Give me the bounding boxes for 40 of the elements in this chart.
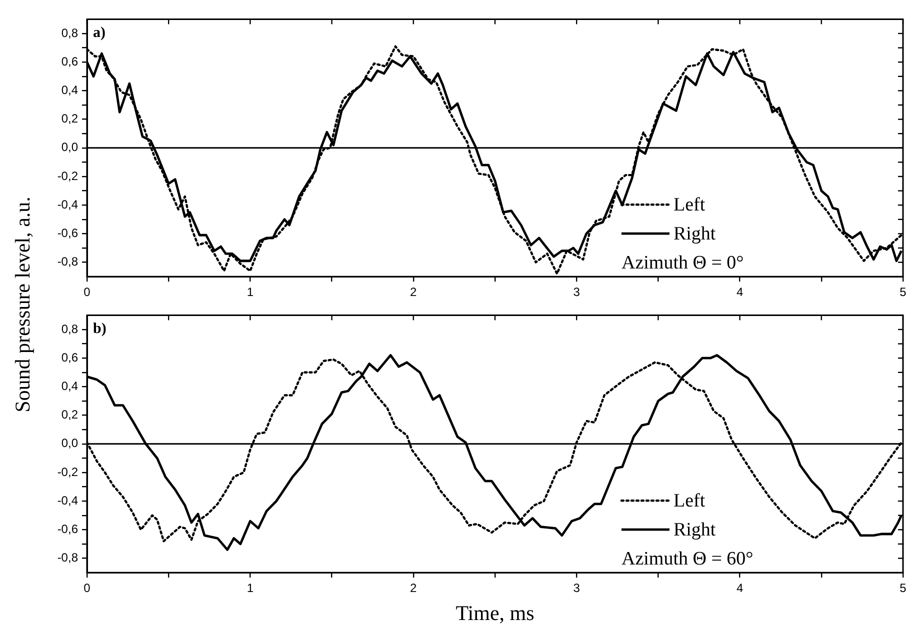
legend-label: Right bbox=[673, 520, 716, 541]
x-tick-label: 1 bbox=[246, 285, 254, 300]
legend-label: Left bbox=[673, 490, 706, 512]
annotation: Azimuth Θ = 0° bbox=[621, 252, 744, 274]
y-axis-title: Sound pressure level, a.u. bbox=[10, 196, 36, 412]
y-tick-label: 0,0 bbox=[61, 436, 78, 450]
y-tick-label: 0,2 bbox=[61, 408, 78, 422]
legend-label: Left bbox=[673, 194, 706, 216]
x-tick-label: 1 bbox=[246, 581, 254, 596]
x-tick-label: 3 bbox=[573, 285, 580, 300]
y-tick-label: -0,2 bbox=[57, 464, 78, 479]
x-tick-label: 3 bbox=[573, 581, 580, 596]
x-axis-title: Time, ms bbox=[454, 600, 536, 626]
y-tick-label: -0,4 bbox=[57, 197, 78, 212]
x-tick-label: 2 bbox=[410, 285, 418, 300]
y-tick-label: 0,8 bbox=[61, 26, 78, 40]
x-tick-label: 0 bbox=[84, 285, 91, 300]
y-tick-label: -0,6 bbox=[57, 226, 78, 240]
y-tick-label: 0,2 bbox=[61, 112, 78, 126]
y-tick-label: -0,6 bbox=[57, 522, 78, 536]
x-tick-label: 5 bbox=[900, 285, 907, 300]
y-tick-label: -0,2 bbox=[57, 168, 78, 183]
annotation: Azimuth Θ = 60° bbox=[621, 548, 754, 570]
y-tick-label: -0,4 bbox=[57, 493, 78, 508]
y-tick-label: 0,4 bbox=[61, 83, 78, 98]
y-tick-label: 0,8 bbox=[61, 322, 78, 336]
y-tick-label: 0,6 bbox=[61, 350, 78, 364]
y-tick-label: 0,0 bbox=[61, 140, 78, 154]
legend-label: Right bbox=[673, 224, 716, 245]
y-tick-label: 0,4 bbox=[61, 379, 78, 394]
x-tick-label: 4 bbox=[736, 285, 744, 300]
x-tick-label: 5 bbox=[900, 581, 907, 596]
x-tick-label: 2 bbox=[410, 581, 418, 596]
x-tick-label: 4 bbox=[736, 581, 744, 596]
annotation: a) bbox=[93, 25, 106, 42]
annotation: b) bbox=[93, 321, 106, 338]
x-tick-label: 0 bbox=[84, 581, 91, 596]
y-tick-label: 0,6 bbox=[61, 54, 78, 68]
y-tick-label: -0,8 bbox=[57, 550, 78, 565]
y-tick-label: -0,8 bbox=[57, 254, 78, 269]
